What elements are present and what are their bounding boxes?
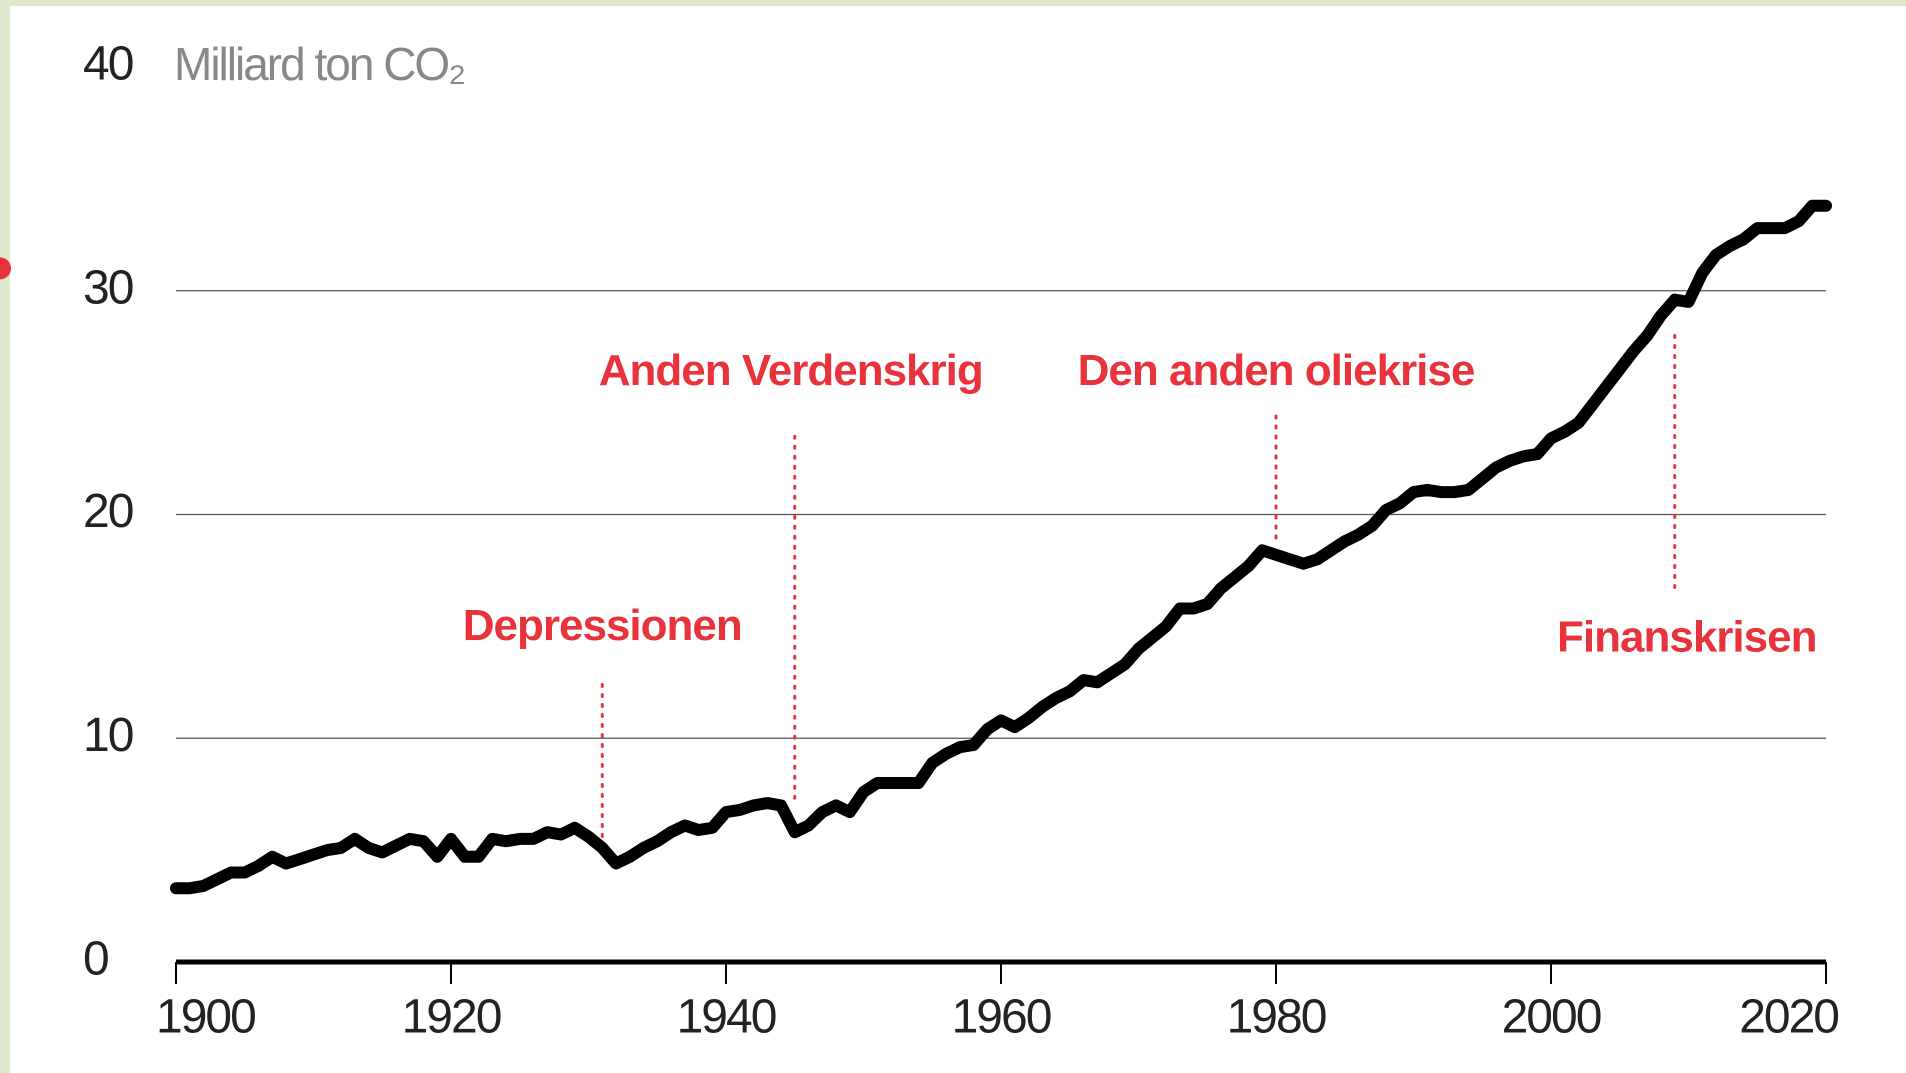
x-tick-label: 1920	[402, 991, 501, 1044]
y-tick-label: 20	[83, 485, 133, 538]
last-point	[0, 257, 11, 280]
x-tick-label: 2000	[1502, 991, 1601, 1044]
y-tick-label: 30	[83, 261, 133, 314]
annotation-label: Depressionen	[463, 601, 742, 650]
x-tick-label: 1980	[1227, 991, 1326, 1044]
y-tick-label: 10	[83, 709, 133, 762]
x-tick-label: 2020	[1739, 991, 1838, 1044]
x-tick-label: 1960	[952, 991, 1051, 1044]
x-tick-label: 1900	[156, 991, 255, 1044]
annotation-label: Anden Verdenskrig	[599, 346, 983, 395]
line-series	[170, 199, 1832, 895]
y-axis-label: Milliard ton CO₂	[174, 38, 464, 90]
annotation-label: Den anden oliekrise	[1078, 346, 1475, 395]
chart-frame: Milliard ton CO₂ 0 10 20 30 40 1900 1920 1940 19…	[0, 6, 1906, 1073]
annotation-label: Finanskrisen	[1557, 612, 1816, 661]
x-tick-label: 1940	[677, 991, 776, 1044]
y-tick-label: 0	[83, 933, 108, 986]
y-tick-label: 40	[83, 38, 133, 91]
